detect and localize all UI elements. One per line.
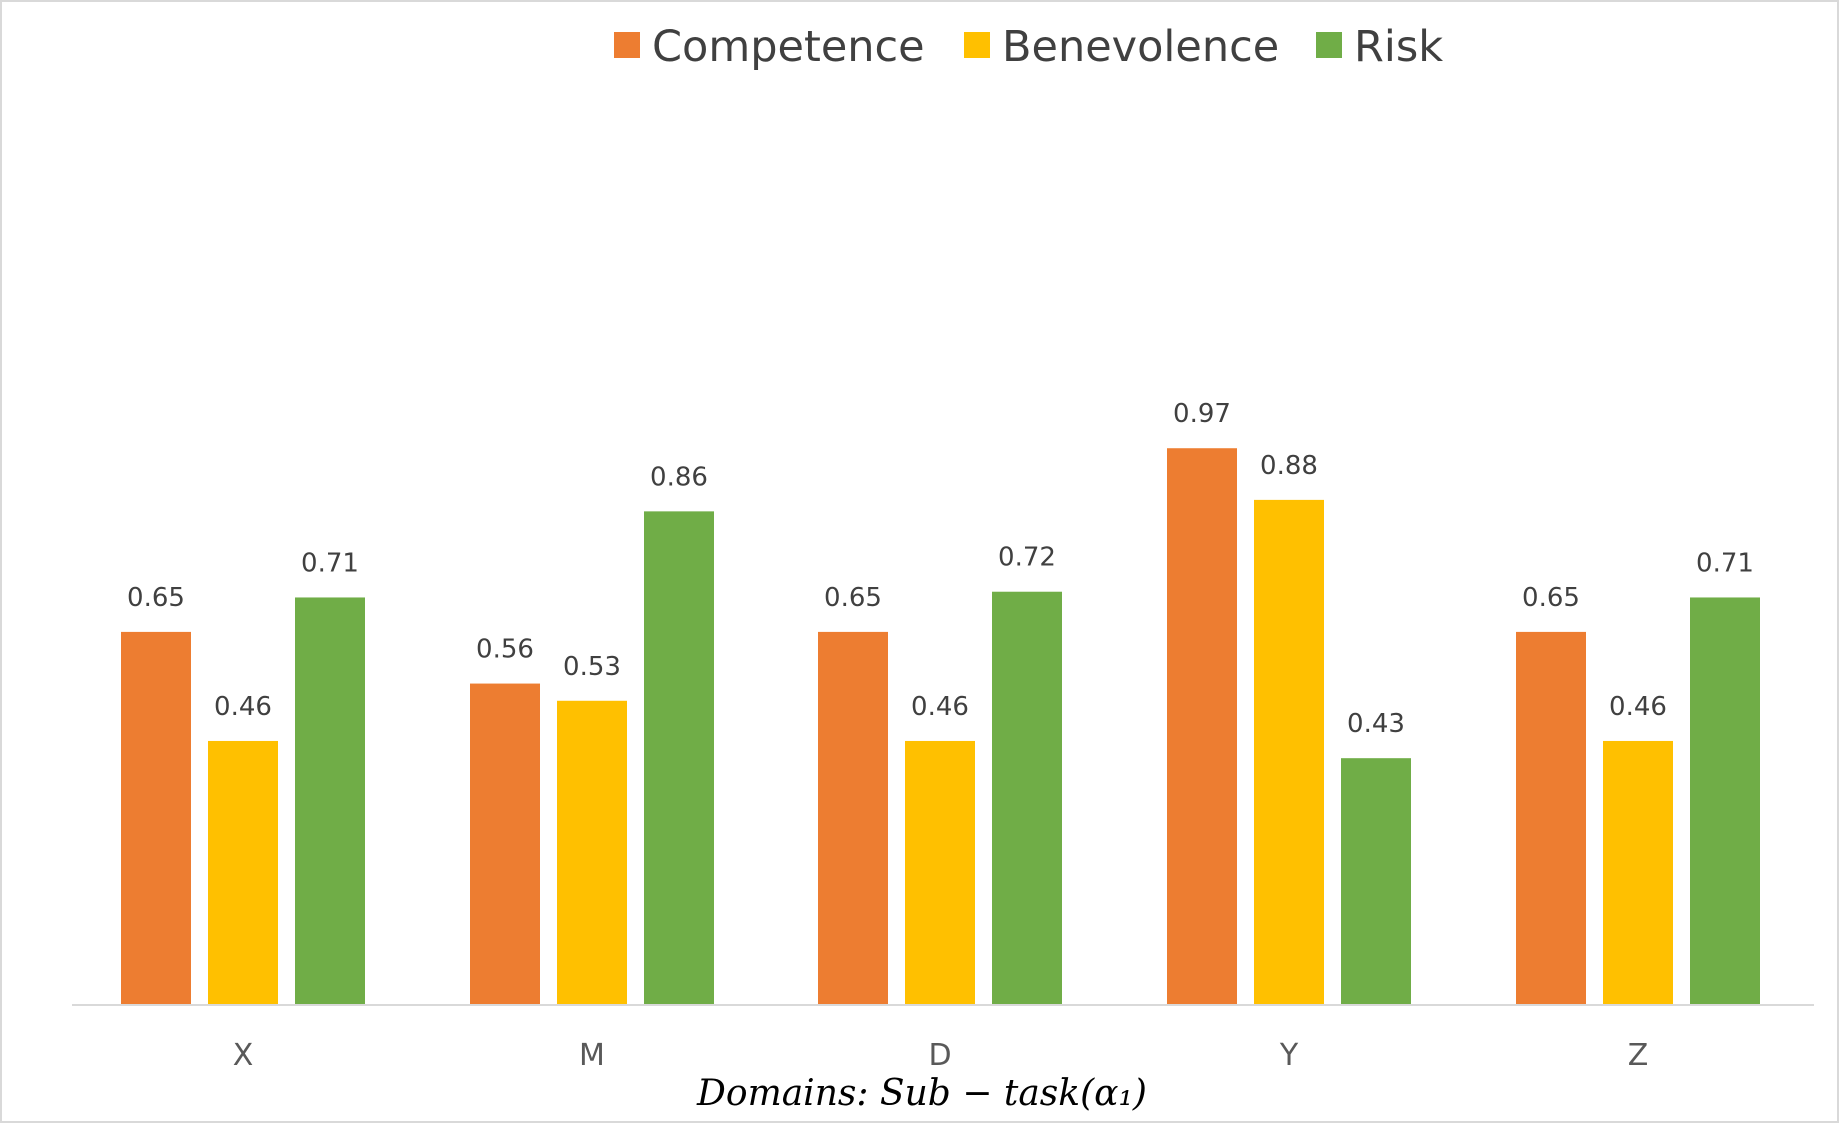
data-label-competence-y: 0.97: [1173, 399, 1231, 429]
bar-competence-y: [1167, 448, 1237, 1006]
data-label-group: 0.65 0.46 0.71 0.56 0.53 0.86 0.65 0.46 0.72 0.97…: [127, 399, 1754, 739]
legend-swatch-benevolence: [964, 32, 990, 58]
bar-benevolence-z: [1603, 740, 1673, 1005]
legend-label-risk: Risk: [1354, 22, 1443, 72]
data-label-competence-z: 0.65: [1522, 583, 1580, 613]
x-tick-label-x: X: [233, 1038, 254, 1073]
bar-risk-d: [992, 591, 1062, 1005]
bar-series-group: [121, 448, 1760, 1006]
legend: Competence Benevolence Risk: [614, 22, 1443, 72]
data-label-benevolence-y: 0.88: [1260, 451, 1318, 481]
data-label-competence-m: 0.56: [476, 635, 534, 665]
data-label-competence-d: 0.65: [824, 583, 882, 613]
bar-competence-x: [121, 631, 191, 1005]
legend-label-benevolence: Benevolence: [1002, 22, 1279, 72]
x-axis-title: Domains: Sub − task(α₁): [696, 1073, 1147, 1114]
bar-competence-m: [470, 683, 540, 1005]
data-label-risk-z: 0.71: [1696, 548, 1754, 578]
data-label-benevolence-z: 0.46: [1609, 692, 1667, 722]
data-label-benevolence-x: 0.46: [214, 692, 272, 722]
data-label-risk-d: 0.72: [998, 543, 1056, 573]
bar-risk-m: [644, 511, 714, 1005]
x-tick-label-m: M: [579, 1038, 605, 1073]
bar-benevolence-y: [1254, 499, 1324, 1005]
data-label-benevolence-m: 0.53: [563, 652, 621, 682]
data-label-risk-m: 0.86: [650, 462, 708, 492]
bar-benevolence-d: [905, 740, 975, 1005]
bar-risk-x: [295, 597, 365, 1005]
data-label-risk-x: 0.71: [301, 548, 359, 578]
data-label-risk-y: 0.43: [1347, 709, 1405, 739]
data-label-benevolence-d: 0.46: [911, 692, 969, 722]
legend-label-competence: Competence: [652, 22, 925, 72]
bar-risk-y: [1341, 758, 1411, 1005]
x-tick-label-z: Z: [1628, 1038, 1649, 1073]
bar-benevolence-x: [208, 740, 278, 1005]
legend-swatch-risk: [1316, 32, 1342, 58]
legend-swatch-competence: [614, 32, 640, 58]
bar-competence-d: [818, 631, 888, 1005]
bar-risk-z: [1690, 597, 1760, 1005]
bar-competence-z: [1516, 631, 1586, 1005]
data-label-competence-x: 0.65: [127, 583, 185, 613]
bar-benevolence-m: [557, 700, 627, 1005]
x-tick-label-y: Y: [1279, 1038, 1299, 1073]
x-tick-label-d: D: [928, 1038, 951, 1073]
